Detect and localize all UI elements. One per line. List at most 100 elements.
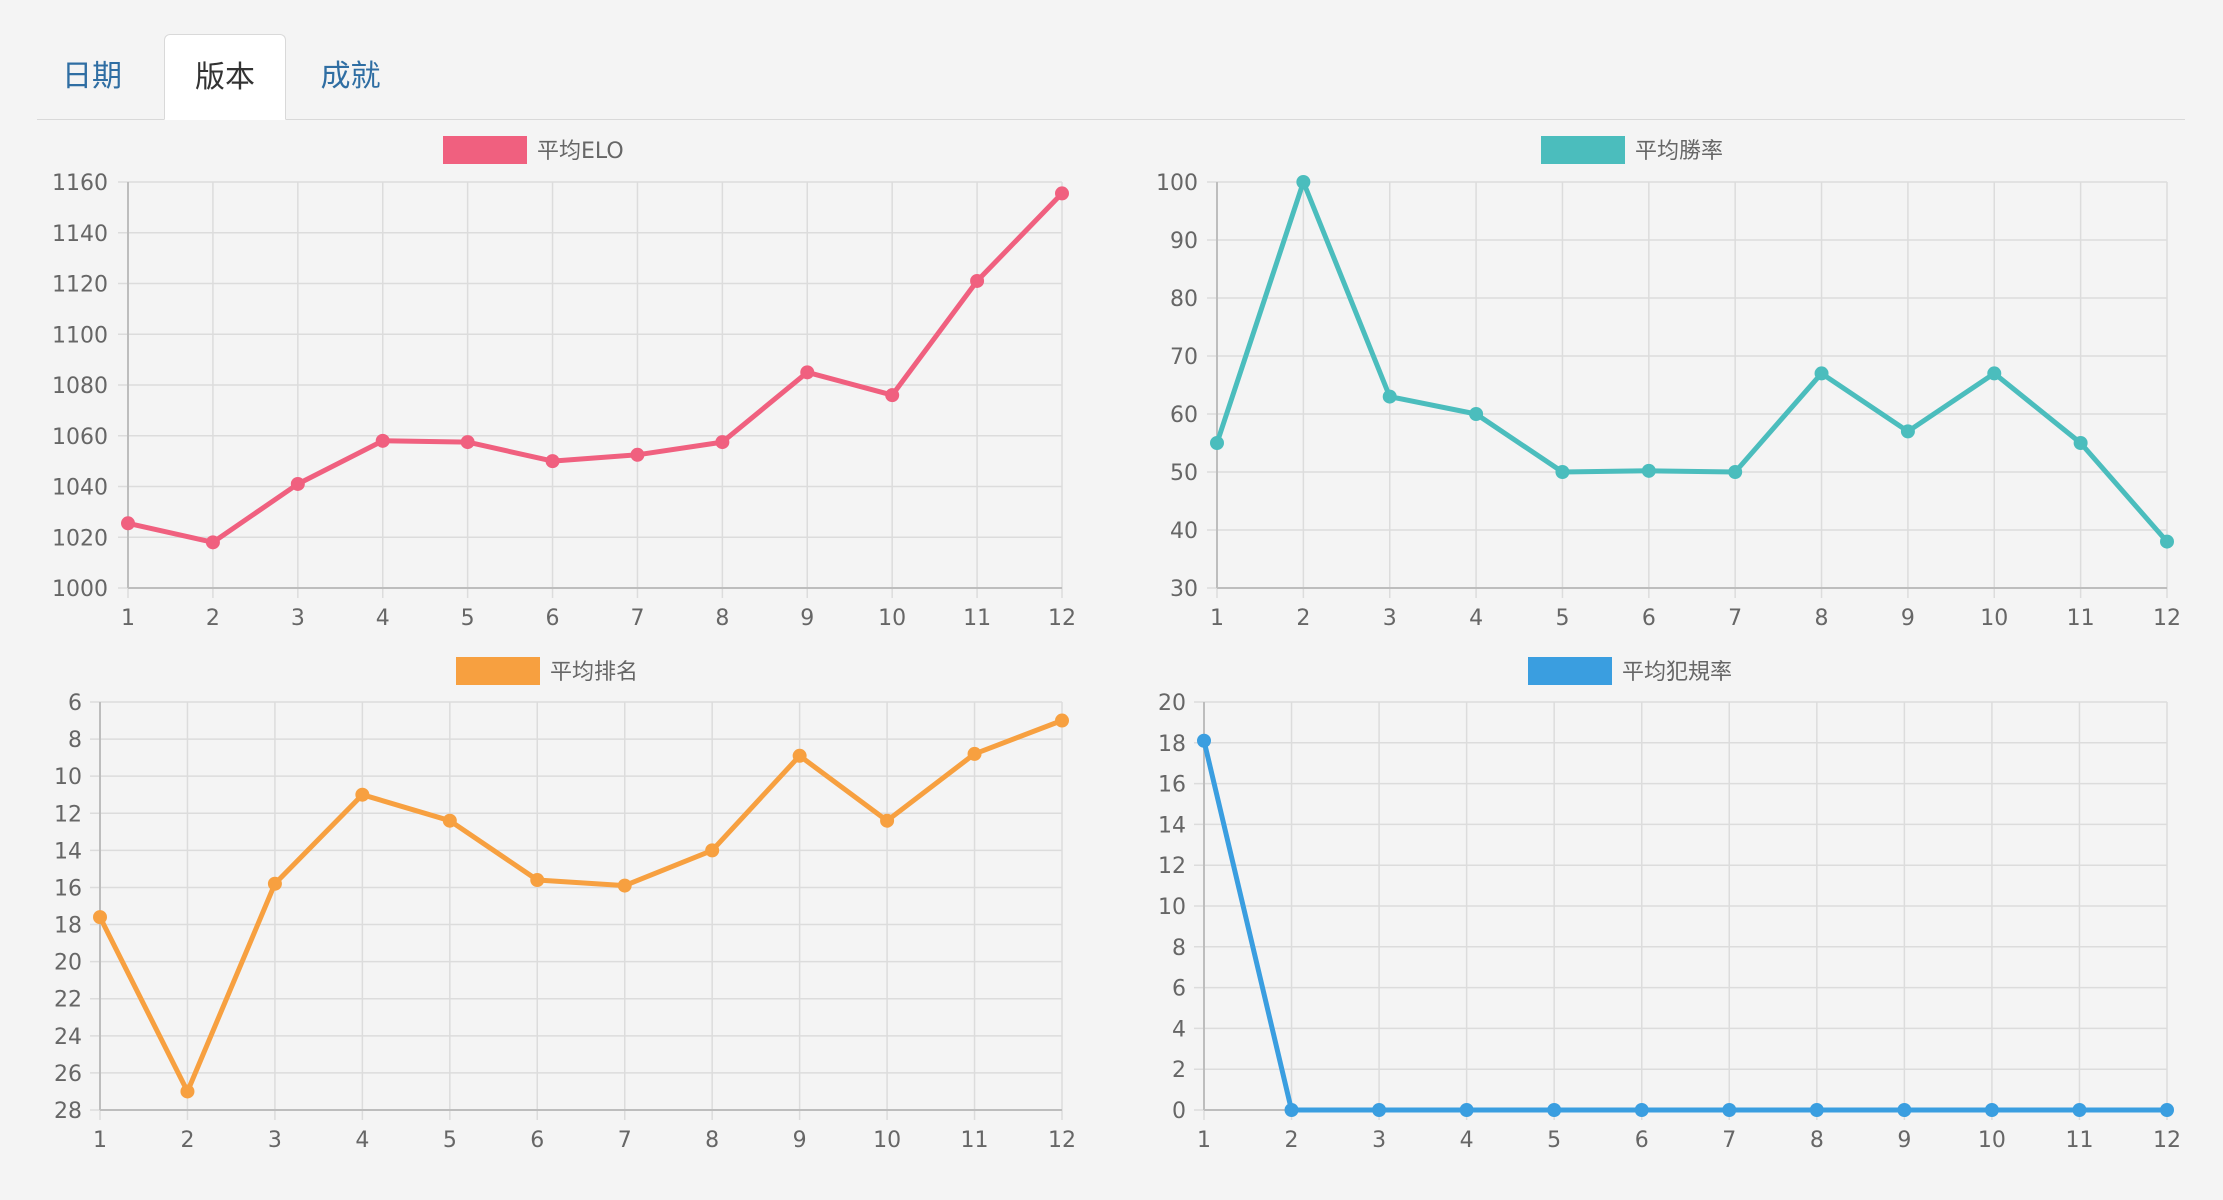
data-point [706, 844, 719, 857]
x-tick-label: 6 [546, 606, 560, 631]
x-tick-label: 5 [443, 1128, 457, 1153]
y-tick-label: 20 [54, 951, 82, 976]
y-tick-label: 1000 [52, 577, 108, 602]
data-point [1373, 1104, 1386, 1117]
x-tick-label: 9 [800, 606, 814, 631]
x-tick-label: 2 [206, 606, 220, 631]
data-point [1211, 437, 1224, 450]
data-point [881, 814, 894, 827]
data-point [268, 877, 281, 890]
y-tick-label: 1020 [52, 526, 108, 551]
y-tick-label: 50 [1170, 461, 1198, 486]
y-tick-label: 22 [54, 988, 82, 1013]
legend-label: 平均犯規率 [1622, 660, 1732, 685]
x-tick-label: 8 [705, 1128, 719, 1153]
x-tick-label: 5 [1547, 1128, 1561, 1153]
x-tick-label: 10 [1978, 1128, 2006, 1153]
x-tick-label: 5 [461, 606, 475, 631]
y-tick-label: 14 [54, 839, 82, 864]
data-point [968, 747, 981, 760]
data-point [2074, 437, 2087, 450]
y-tick-label: 16 [54, 876, 82, 901]
x-tick-label: 9 [1901, 606, 1915, 631]
y-tick-label: 1100 [52, 323, 108, 348]
legend-swatch [1541, 136, 1625, 164]
y-tick-label: 1080 [52, 374, 108, 399]
y-tick-label: 10 [1158, 895, 1186, 920]
y-tick-label: 1040 [52, 476, 108, 501]
data-point [1470, 408, 1483, 421]
y-tick-label: 1060 [52, 425, 108, 450]
x-tick-label: 2 [180, 1128, 194, 1153]
y-tick-label: 18 [1158, 732, 1186, 757]
x-tick-label: 8 [1815, 606, 1829, 631]
x-tick-label: 2 [1296, 606, 1310, 631]
x-tick-label: 12 [2153, 1128, 2181, 1153]
y-tick-label: 18 [54, 914, 82, 939]
x-tick-label: 3 [291, 606, 305, 631]
data-point [356, 788, 369, 801]
legend-label: 平均排名 [550, 660, 638, 685]
data-point [1198, 734, 1211, 747]
x-tick-label: 11 [963, 606, 991, 631]
y-tick-label: 2 [1172, 1058, 1186, 1083]
y-tick-label: 26 [54, 1062, 82, 1087]
data-point [1548, 1104, 1561, 1117]
x-tick-label: 10 [1980, 606, 2008, 631]
x-tick-label: 3 [268, 1128, 282, 1153]
data-point [1460, 1104, 1473, 1117]
y-tick-label: 30 [1170, 577, 1198, 602]
x-tick-label: 9 [793, 1128, 807, 1153]
x-tick-label: 12 [1048, 1128, 1076, 1153]
x-tick-label: 7 [1728, 606, 1742, 631]
y-tick-label: 1160 [52, 171, 108, 196]
data-point [1815, 367, 1828, 380]
x-tick-label: 12 [2153, 606, 2181, 631]
x-tick-label: 4 [376, 606, 390, 631]
data-point [1988, 367, 2001, 380]
legend-swatch [1528, 657, 1612, 685]
y-tick-label: 8 [68, 728, 82, 753]
data-point [1810, 1104, 1823, 1117]
x-tick-label: 4 [355, 1128, 369, 1153]
x-tick-label: 10 [878, 606, 906, 631]
x-tick-label: 1 [1197, 1128, 1211, 1153]
data-point [2073, 1104, 2086, 1117]
y-tick-label: 80 [1170, 287, 1198, 312]
x-tick-label: 3 [1372, 1128, 1386, 1153]
y-tick-label: 14 [1158, 813, 1186, 838]
legend-label: 平均ELO [537, 139, 624, 164]
y-tick-label: 12 [54, 802, 82, 827]
series-line [1204, 741, 2167, 1110]
x-tick-label: 7 [618, 1128, 632, 1153]
series-line [1217, 182, 2167, 542]
y-tick-label: 28 [54, 1099, 82, 1124]
y-tick-label: 24 [54, 1025, 82, 1050]
data-point [1056, 714, 1069, 727]
x-tick-label: 10 [873, 1128, 901, 1153]
data-point [793, 749, 806, 762]
data-point [443, 814, 456, 827]
x-tick-label: 9 [1897, 1128, 1911, 1153]
data-point [94, 911, 107, 924]
x-tick-label: 11 [961, 1128, 989, 1153]
x-tick-label: 11 [2065, 1128, 2093, 1153]
y-tick-label: 6 [1172, 977, 1186, 1002]
data-point [1901, 425, 1914, 438]
x-tick-label: 8 [1810, 1128, 1824, 1153]
legend-label: 平均勝率 [1635, 139, 1723, 164]
y-tick-label: 100 [1156, 171, 1198, 196]
legend-swatch [443, 136, 527, 164]
data-point [1056, 187, 1069, 200]
data-point [716, 436, 729, 449]
data-point [1383, 390, 1396, 403]
y-tick-label: 16 [1158, 773, 1186, 798]
x-tick-label: 7 [1722, 1128, 1736, 1153]
x-tick-label: 2 [1285, 1128, 1299, 1153]
y-tick-label: 1120 [52, 273, 108, 298]
legend-swatch [456, 657, 540, 685]
x-tick-label: 4 [1460, 1128, 1474, 1153]
data-point [618, 879, 631, 892]
x-tick-label: 6 [1635, 1128, 1649, 1153]
